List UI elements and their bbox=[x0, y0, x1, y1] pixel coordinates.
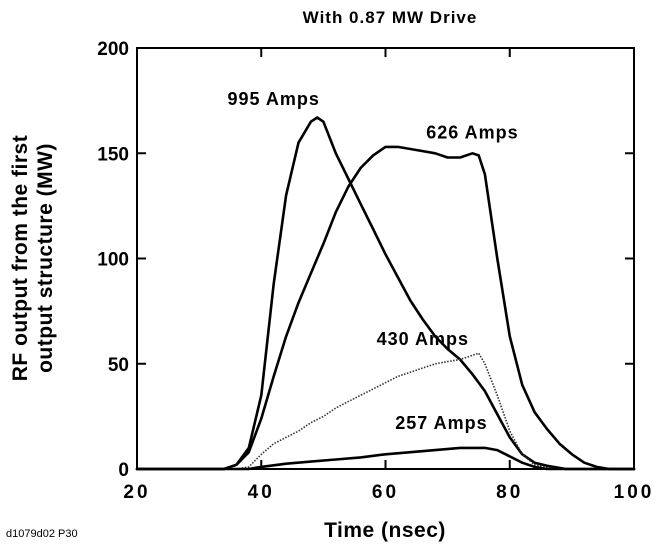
series-group bbox=[135, 116, 636, 471]
series-label: 626 Amps bbox=[426, 123, 518, 143]
y-tick-label: 150 bbox=[97, 144, 129, 165]
y-tick-label: 0 bbox=[118, 460, 129, 481]
series-label: 430 Amps bbox=[377, 329, 469, 349]
chart-title: With 0.87 MW Drive bbox=[303, 8, 478, 27]
series-label: 257 Amps bbox=[395, 413, 487, 433]
x-tick-label: 20 bbox=[123, 482, 150, 503]
series-line-257-amps bbox=[135, 446, 636, 471]
axis-ticks: 0 50 100 150 200 20 40 60 80 100 bbox=[97, 39, 655, 503]
y-axis-label: RF output from the first output structur… bbox=[9, 135, 57, 381]
x-tick-label: 60 bbox=[372, 482, 399, 503]
series-label: 995 Amps bbox=[227, 89, 319, 109]
series-line-430-amps bbox=[137, 352, 634, 470]
x-axis-label: Time (nsec) bbox=[324, 519, 446, 542]
y-tick-label: 50 bbox=[108, 355, 129, 376]
y-tick-label: 100 bbox=[97, 250, 129, 271]
x-tick-label: 80 bbox=[496, 482, 523, 503]
series-labels: 995 Amps 626 Amps 430 Amps 257 Amps bbox=[227, 89, 518, 433]
plot-frame bbox=[136, 47, 635, 470]
series-line-995-amps bbox=[135, 116, 636, 471]
figure-id-caption: d1079d02 P30 bbox=[6, 528, 78, 540]
y-tick-label: 200 bbox=[97, 39, 129, 60]
x-tick-label: 40 bbox=[248, 482, 275, 503]
x-tick-label: 100 bbox=[614, 482, 655, 503]
y-axis-label-line-1: RF output from the first bbox=[9, 135, 32, 381]
y-axis-label-line-2: output structure (MW) bbox=[34, 143, 57, 373]
series-line-626-amps bbox=[135, 145, 636, 471]
